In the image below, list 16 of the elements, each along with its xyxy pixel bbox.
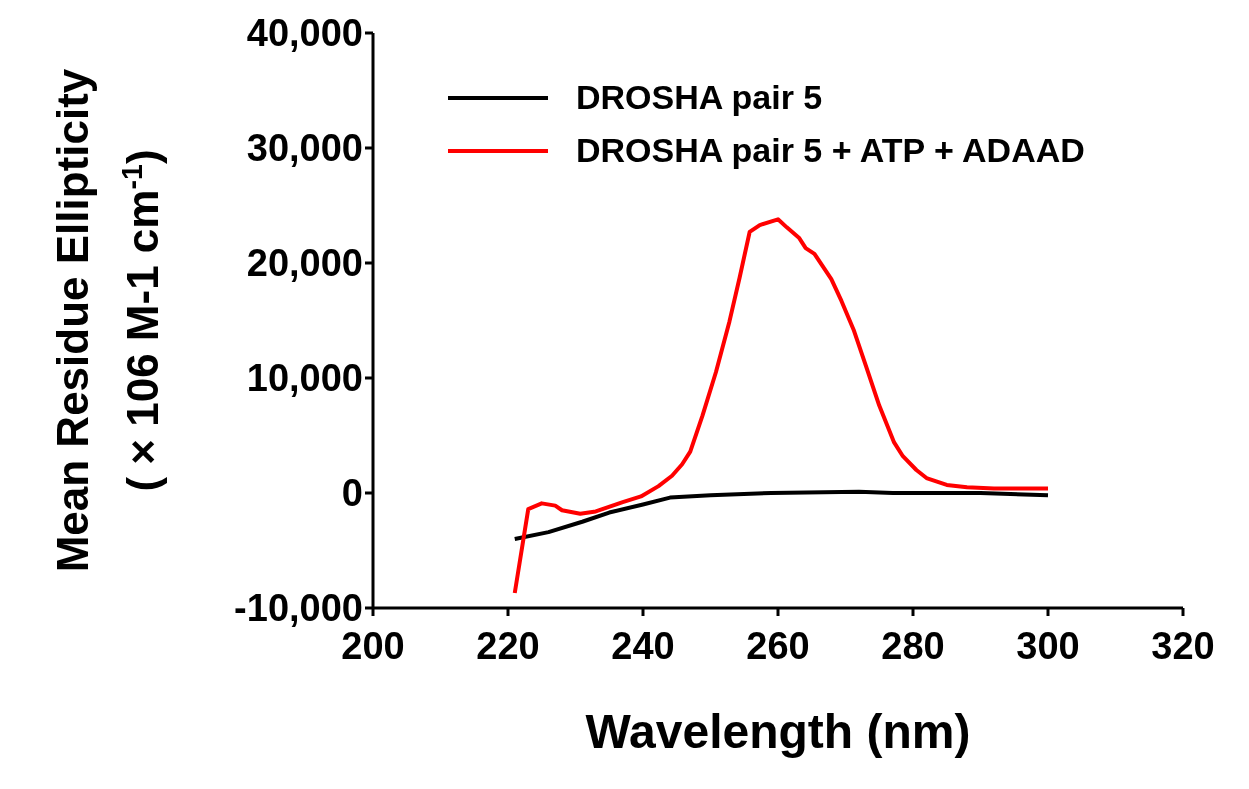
y-tick-label: 10,000 — [246, 357, 363, 400]
x-tick-label: 220 — [476, 624, 540, 667]
y-tick-label: 20,000 — [246, 242, 363, 285]
x-axis-title: Wavelength (nm) — [585, 705, 971, 758]
y-tick-label: 40,000 — [246, 12, 363, 55]
y-tick-label: 30,000 — [246, 127, 363, 170]
x-tick-label: 300 — [1016, 624, 1080, 667]
line-series — [512, 217, 1050, 596]
legend-label: DROSHA pair 5 — [576, 78, 823, 117]
x-tick-label: 240 — [611, 624, 675, 667]
legend-label: DROSHA pair 5 + ATP + ADAAD — [576, 131, 1085, 170]
y-tick-label: 0 — [341, 472, 363, 515]
line-series — [512, 489, 1050, 541]
x-tick-label: 260 — [746, 624, 810, 667]
x-tick-label: 280 — [881, 624, 945, 667]
x-tick-label: 320 — [1151, 624, 1215, 667]
